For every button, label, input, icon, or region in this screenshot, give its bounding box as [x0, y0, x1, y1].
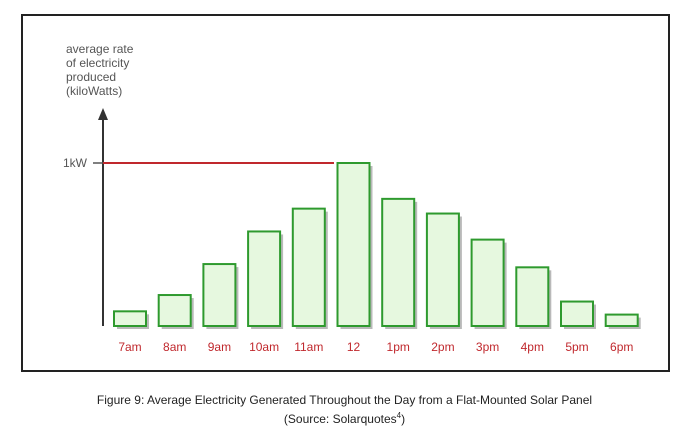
bar: [381, 197, 416, 327]
bar: [425, 212, 460, 327]
bar: [604, 313, 639, 327]
figure-caption: Figure 9: Average Electricity Generated …: [96, 393, 593, 407]
x-tick-label: 12: [347, 340, 361, 354]
bar: [247, 230, 282, 328]
x-tick-label: 11am: [294, 340, 323, 354]
x-tick-label: 8am: [163, 340, 186, 354]
x-tick-label: 10am: [249, 340, 279, 354]
x-tick-label: 4pm: [521, 340, 544, 354]
y-axis-label-line: (kiloWatts): [66, 84, 123, 98]
bar: [336, 162, 371, 327]
source-close: ): [401, 412, 406, 426]
bar: [560, 300, 594, 327]
y-axis-label: average rate of electricity produced (ki…: [66, 42, 206, 98]
bar: [113, 310, 147, 327]
x-tick-label: 2pm: [431, 340, 454, 354]
y-axis-label-line: average rate: [66, 42, 134, 56]
x-tick-label: 5pm: [565, 340, 588, 354]
y-axis-arrow-icon: [98, 108, 108, 120]
bar: [202, 263, 237, 327]
figure-source: (Source: Solarquotes4): [0, 411, 689, 426]
bar: [291, 207, 326, 327]
bar: [470, 238, 505, 327]
source-footnote-mark: 4: [396, 411, 402, 420]
x-tick-label: 3pm: [476, 340, 499, 354]
x-tick-label: 1pm: [387, 340, 410, 354]
source-text: (Source: Solarquotes: [283, 412, 397, 426]
x-tick-label: 6pm: [610, 340, 633, 354]
x-tick-label: 9am: [208, 340, 231, 354]
bar: [157, 294, 192, 327]
x-tick-label: 7am: [118, 340, 141, 354]
y-axis-label-line: of electricity: [66, 56, 130, 70]
reference-label: 1kW: [63, 156, 88, 170]
bar: [515, 266, 550, 328]
y-axis-label-line: produced: [66, 70, 117, 84]
